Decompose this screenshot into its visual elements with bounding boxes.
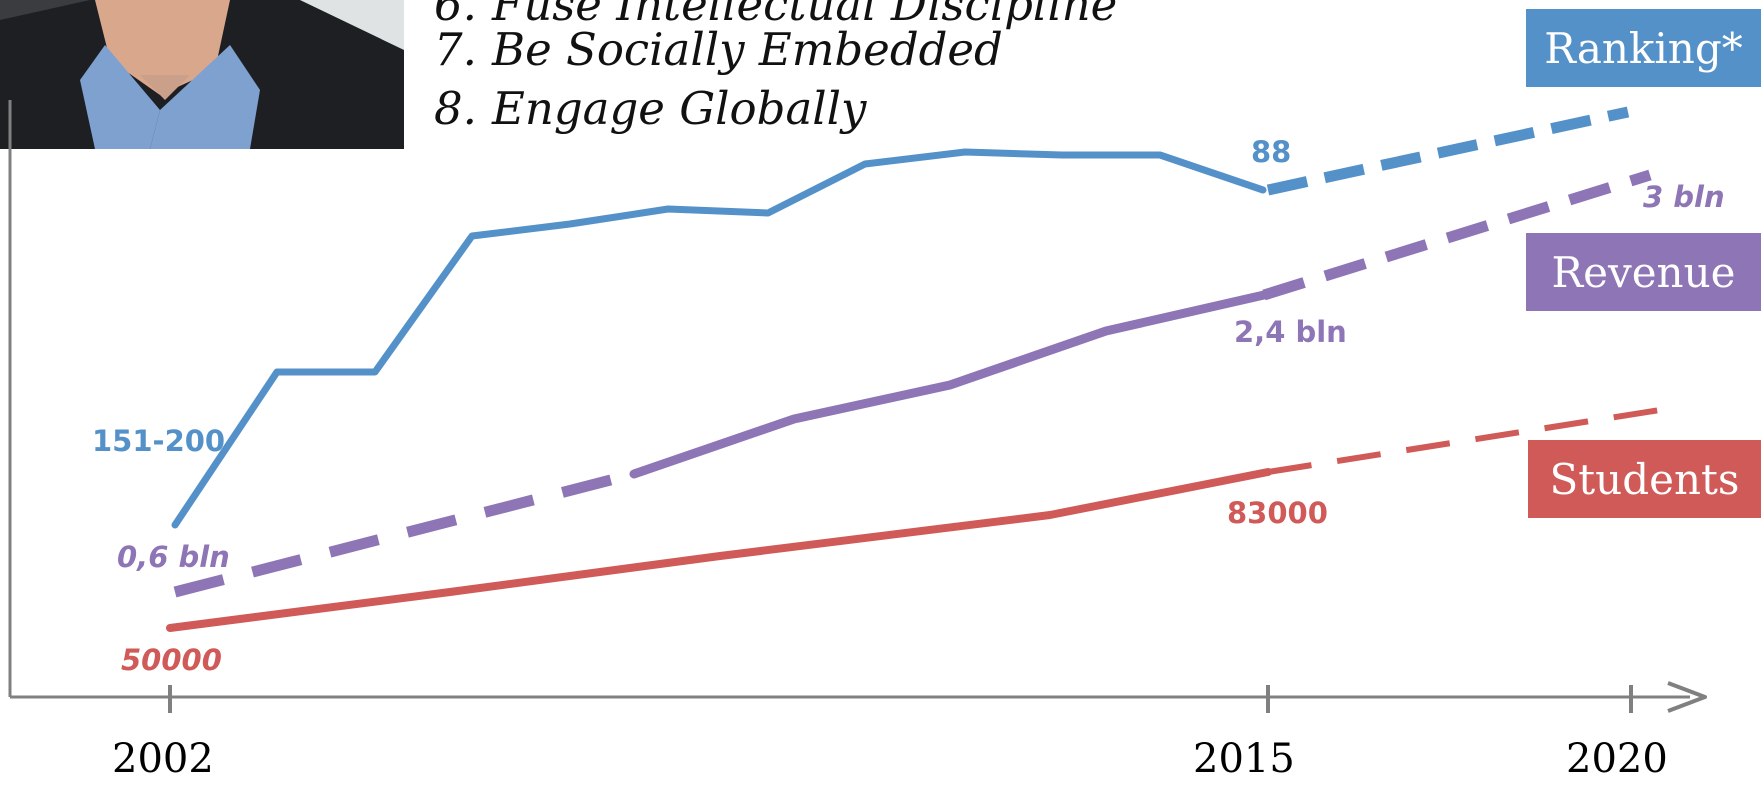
students-end-label: 83000 [1227,496,1328,530]
principle-8: 8. Engage Globally [434,82,866,135]
chart-lines [166,106,1661,632]
ranking-start-label: 151-200 [92,424,225,458]
revenue-mid-label: 2,4 bln [1234,315,1347,349]
principle-6-number: 6. [434,0,477,31]
legend-revenue: Revenue [1526,233,1761,311]
chart-labels: 151-200 88 0,6 bln 2,4 bln 3 bln 50000 83000 [92,135,1725,677]
ranking-series-line [171,148,1267,529]
principle-7-number: 7. [434,23,477,76]
revenue-projection-line [1262,169,1652,301]
legend-ranking: Ranking* [1526,9,1761,87]
revenue-start-label: 0,6 bln [117,540,230,574]
students-series-line [166,468,1272,632]
principle-8-text: Engage Globally [492,82,867,135]
principle-7: 7. Be Socially Embedded [434,23,1003,76]
students-start-label: 50000 [121,643,222,677]
principle-6-text: Fuse Intellectual Discipline [492,0,1118,31]
principle-8-number: 8. [434,82,477,135]
revenue-series-line [629,290,1269,479]
chart-axes [8,100,1707,713]
x-tick-2015: 2015 [1193,736,1295,782]
revenue-end-label: 3 bln [1643,180,1725,214]
portrait-photo [0,0,404,149]
x-axis-arrow-icon [1667,681,1707,713]
legend-ranking-label: Ranking* [1544,23,1743,73]
legend-revenue-label: Revenue [1551,247,1736,297]
legend-students: Students [1528,440,1761,518]
ranking-end-label: 88 [1251,135,1291,169]
x-tick-2002: 2002 [112,736,214,782]
x-tick-2020: 2020 [1566,736,1668,782]
principle-6: 6. Fuse Intellectual Discipline [434,0,1117,31]
principle-7-text: Be Socially Embedded [492,23,1003,76]
portrait-image [0,0,404,149]
legend-students-label: Students [1549,454,1740,504]
ranking-projection-line [1266,106,1630,196]
